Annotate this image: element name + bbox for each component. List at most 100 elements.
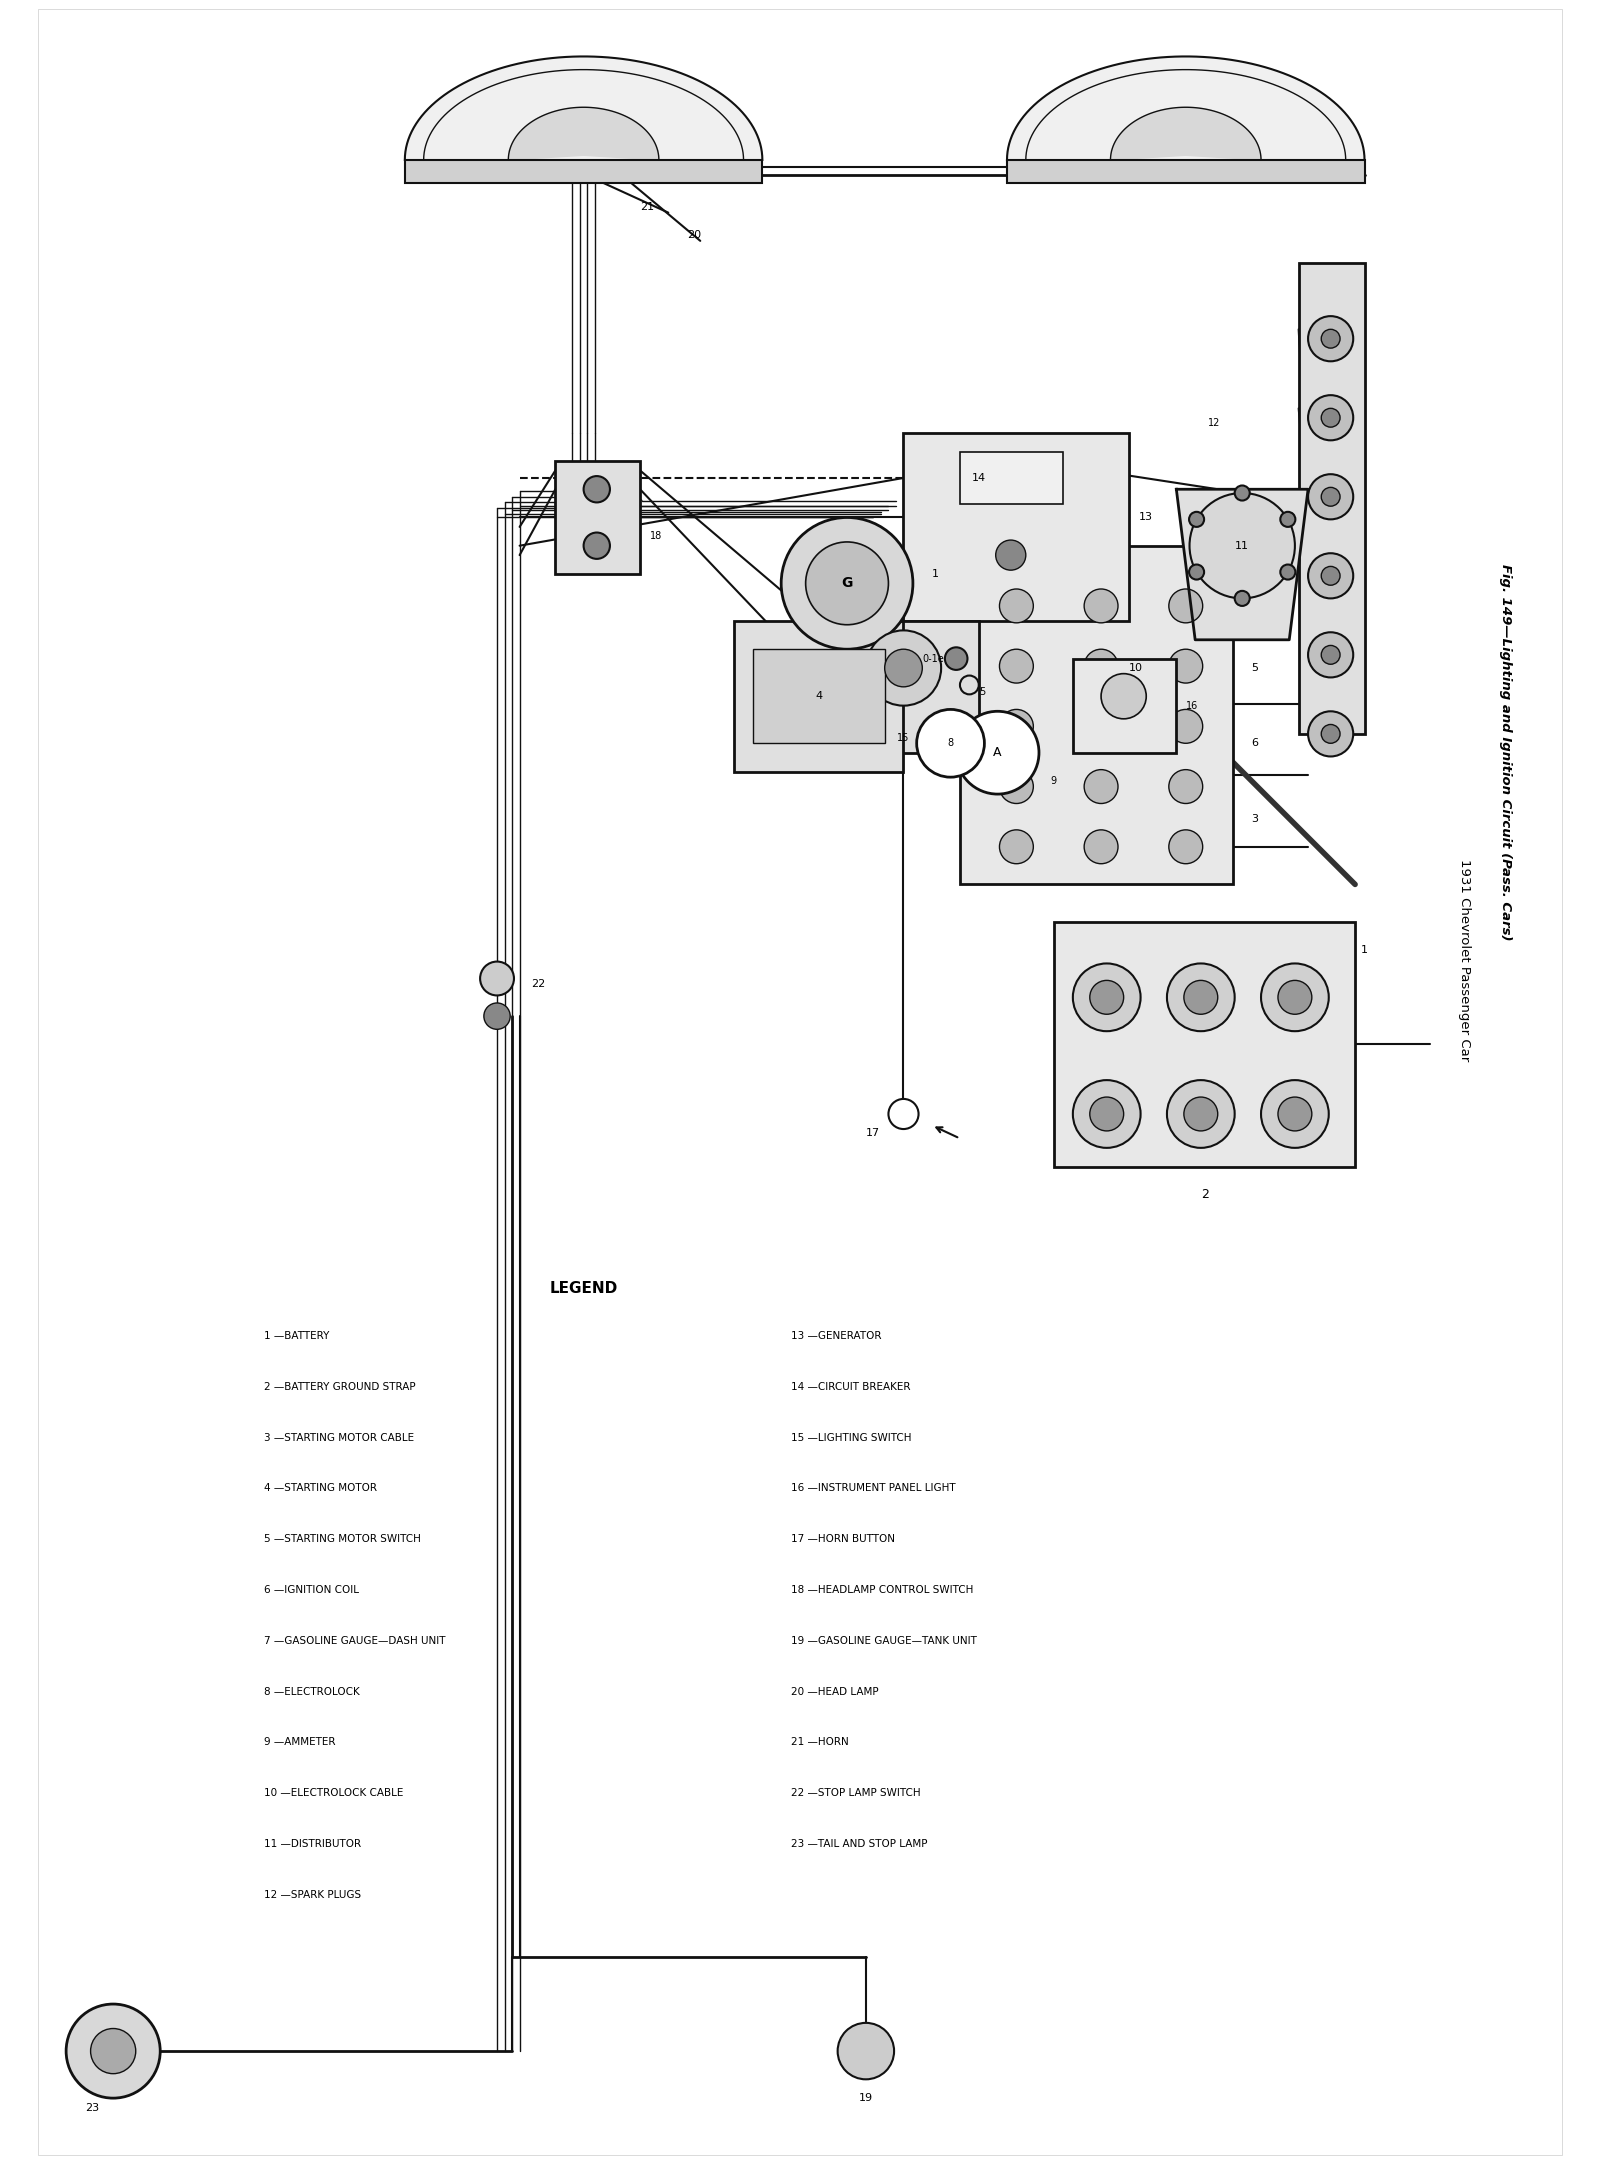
Circle shape bbox=[1101, 673, 1146, 718]
Polygon shape bbox=[405, 56, 762, 160]
Text: 11 —DISTRIBUTOR: 11 —DISTRIBUTOR bbox=[264, 1839, 362, 1848]
Circle shape bbox=[480, 961, 514, 995]
Bar bbox=[1006, 160, 1365, 182]
Text: 23 —TAIL AND STOP LAMP: 23 —TAIL AND STOP LAMP bbox=[790, 1839, 926, 1848]
Bar bbox=[1054, 922, 1355, 1166]
Text: 5: 5 bbox=[1251, 662, 1259, 673]
Circle shape bbox=[1309, 474, 1354, 519]
Text: 6 —IGNITION COIL: 6 —IGNITION COIL bbox=[264, 1584, 358, 1595]
Text: 21 —HORN: 21 —HORN bbox=[790, 1738, 848, 1749]
Bar bbox=[829, 621, 979, 753]
Text: 15: 15 bbox=[898, 734, 910, 742]
Text: 16 —INSTRUMENT PANEL LIGHT: 16 —INSTRUMENT PANEL LIGHT bbox=[790, 1485, 955, 1493]
Text: 4: 4 bbox=[816, 690, 822, 701]
Text: G: G bbox=[842, 576, 853, 591]
Text: 19 —GASOLINE GAUGE—TANK UNIT: 19 —GASOLINE GAUGE—TANK UNIT bbox=[790, 1636, 976, 1647]
Text: 23: 23 bbox=[85, 2103, 99, 2112]
Circle shape bbox=[1000, 770, 1034, 803]
Circle shape bbox=[1322, 487, 1341, 506]
Circle shape bbox=[1166, 1080, 1235, 1147]
Bar bbox=[555, 461, 640, 573]
Circle shape bbox=[1170, 649, 1203, 684]
Circle shape bbox=[1085, 710, 1118, 742]
Circle shape bbox=[1170, 770, 1203, 803]
Circle shape bbox=[957, 712, 1038, 794]
Circle shape bbox=[1085, 829, 1118, 863]
Text: 1931 Chevrolet Passenger Car: 1931 Chevrolet Passenger Car bbox=[1458, 859, 1470, 1060]
Bar bbox=[1299, 264, 1365, 734]
Polygon shape bbox=[1110, 108, 1261, 160]
Text: 17: 17 bbox=[866, 1127, 880, 1138]
Circle shape bbox=[1170, 710, 1203, 742]
Circle shape bbox=[995, 541, 1026, 569]
Text: 22: 22 bbox=[531, 978, 546, 989]
Text: 8: 8 bbox=[947, 738, 954, 749]
Text: 19: 19 bbox=[859, 2093, 874, 2103]
Circle shape bbox=[1090, 1097, 1123, 1132]
Bar bbox=[405, 160, 762, 182]
Text: 18: 18 bbox=[650, 532, 662, 541]
Text: 17 —HORN BUTTON: 17 —HORN BUTTON bbox=[790, 1534, 894, 1545]
Circle shape bbox=[1309, 554, 1354, 599]
Text: 2: 2 bbox=[1200, 1188, 1208, 1201]
Text: 2 —BATTERY GROUND STRAP: 2 —BATTERY GROUND STRAP bbox=[264, 1383, 416, 1391]
Text: 5: 5 bbox=[979, 688, 986, 697]
Circle shape bbox=[91, 2028, 136, 2073]
Polygon shape bbox=[1006, 56, 1365, 160]
Circle shape bbox=[1309, 396, 1354, 439]
Circle shape bbox=[1278, 980, 1312, 1015]
Circle shape bbox=[1090, 980, 1123, 1015]
Circle shape bbox=[1074, 1080, 1141, 1147]
Bar bbox=[960, 545, 1232, 885]
Circle shape bbox=[1189, 513, 1205, 526]
Polygon shape bbox=[1176, 489, 1309, 641]
Circle shape bbox=[1000, 589, 1034, 623]
Circle shape bbox=[1280, 513, 1296, 526]
Circle shape bbox=[1322, 645, 1341, 664]
Text: 13 —GENERATOR: 13 —GENERATOR bbox=[790, 1331, 882, 1342]
Text: 9 —AMMETER: 9 —AMMETER bbox=[264, 1738, 336, 1749]
Circle shape bbox=[1000, 710, 1034, 742]
Circle shape bbox=[806, 541, 888, 625]
Circle shape bbox=[1261, 963, 1328, 1032]
Text: 1: 1 bbox=[1360, 946, 1368, 954]
Circle shape bbox=[866, 630, 941, 705]
Text: 12 —SPARK PLUGS: 12 —SPARK PLUGS bbox=[264, 1889, 362, 1900]
Text: 1: 1 bbox=[931, 569, 939, 580]
Circle shape bbox=[1322, 567, 1341, 584]
Text: 14 —CIRCUIT BREAKER: 14 —CIRCUIT BREAKER bbox=[790, 1383, 910, 1391]
Circle shape bbox=[946, 647, 968, 671]
Circle shape bbox=[1309, 316, 1354, 361]
Text: 6: 6 bbox=[1251, 738, 1259, 749]
Circle shape bbox=[1278, 1097, 1312, 1132]
Text: 0-1e: 0-1e bbox=[922, 654, 944, 664]
Text: 22 —STOP LAMP SWITCH: 22 —STOP LAMP SWITCH bbox=[790, 1787, 920, 1798]
Circle shape bbox=[781, 517, 914, 649]
Text: 8 —ELECTROLOCK: 8 —ELECTROLOCK bbox=[264, 1686, 360, 1697]
Circle shape bbox=[1280, 565, 1296, 580]
Circle shape bbox=[1170, 589, 1203, 623]
Text: 12: 12 bbox=[1208, 418, 1221, 428]
Bar bbox=[734, 621, 904, 773]
Polygon shape bbox=[509, 108, 659, 160]
Text: 3: 3 bbox=[1251, 814, 1259, 824]
Circle shape bbox=[483, 1002, 510, 1030]
Circle shape bbox=[1235, 591, 1250, 606]
Text: 10 —ELECTROLOCK CABLE: 10 —ELECTROLOCK CABLE bbox=[264, 1787, 403, 1798]
Circle shape bbox=[1184, 980, 1218, 1015]
Circle shape bbox=[1189, 565, 1205, 580]
Circle shape bbox=[888, 1099, 918, 1130]
Text: 13: 13 bbox=[1139, 513, 1152, 522]
Text: 20: 20 bbox=[686, 229, 701, 240]
Text: 21: 21 bbox=[640, 201, 654, 212]
Circle shape bbox=[1000, 829, 1034, 863]
Circle shape bbox=[584, 476, 610, 502]
Text: 14: 14 bbox=[971, 474, 986, 483]
Circle shape bbox=[1261, 1080, 1328, 1147]
Circle shape bbox=[1184, 1097, 1218, 1132]
Bar bbox=[1074, 658, 1176, 753]
Text: 11: 11 bbox=[1235, 541, 1250, 550]
Circle shape bbox=[1085, 649, 1118, 684]
Text: LEGEND: LEGEND bbox=[549, 1281, 618, 1296]
Circle shape bbox=[838, 2023, 894, 2080]
